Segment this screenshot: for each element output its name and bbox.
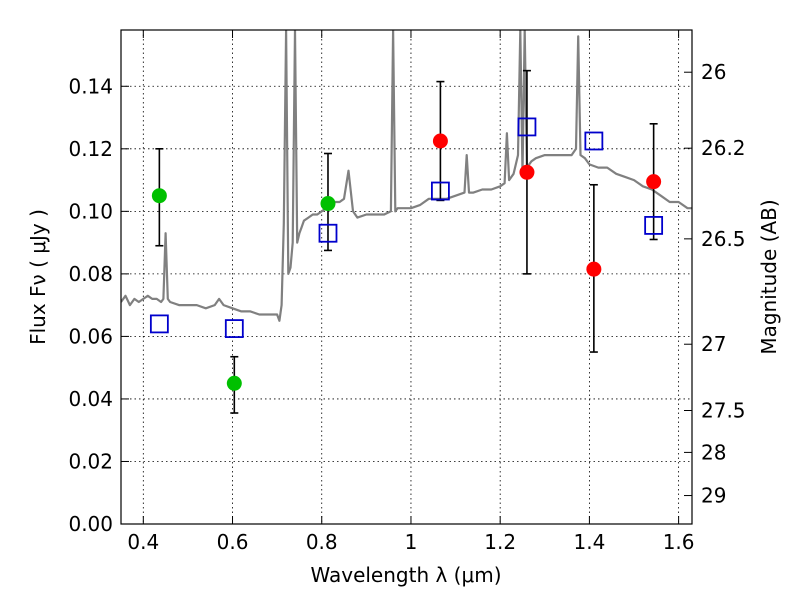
y2-tick-label: 28 [701,440,726,464]
x-tick-label: 1.4 [573,530,605,554]
y-tick-label: 0.02 [68,449,113,473]
data-point-green [320,196,336,212]
model-square [149,314,169,334]
y-tick-label: 0.08 [68,262,113,286]
x-tick-label: 0.6 [217,530,249,554]
x-tick-label: 1.2 [484,530,516,554]
y-tick-label: 0.04 [68,387,113,411]
x-tick-label: 1.6 [663,530,695,554]
data-point-red [586,261,602,277]
y-tick-label: 0.14 [68,74,113,98]
data-point-green [151,188,167,204]
y-axis-label: Flux Fν ( μJy ) [26,209,50,345]
data-point-red [432,133,448,149]
y2-tick-label: 27 [701,332,726,356]
error-bars [155,69,658,414]
model-square [431,181,450,201]
x-axis-label: Wavelength λ (μm) [310,563,501,587]
model-square [224,319,244,338]
plot-frame [120,29,693,525]
y2-tick-label: 26.5 [701,227,746,251]
model-square [644,216,664,235]
template-spectrum [121,30,692,322]
y2-tick-label: 29 [701,484,726,508]
grid [121,30,692,524]
data-point-red [646,174,662,190]
model-square [318,223,338,243]
y2-axis-label: Magnitude (AB) [757,199,781,354]
y2-tick-label: 26.2 [701,136,746,160]
data-point-green [226,375,242,391]
axis-ticks: 0.4 0.6 0.8 1 1.2 1.4 1.6 0.00 0.02 0.04 0.06 0.08 0… [68,30,746,554]
x-tick-label: 0.4 [127,530,159,554]
y-tick-label: 0.06 [68,324,113,348]
data-points [149,117,664,391]
y-tick-label: 0.00 [68,512,113,536]
y-tick-label: 0.12 [68,137,113,161]
template-spectrum-line [121,30,692,322]
model-square [517,117,537,137]
model-square [584,131,604,151]
x-tick-label: 0.8 [306,530,338,554]
data-point-red [519,164,535,180]
y2-tick-label: 27.5 [701,399,746,423]
y2-tick-label: 26 [701,60,726,84]
y-tick-label: 0.10 [68,199,113,223]
x-tick-label: 1 [405,530,418,554]
